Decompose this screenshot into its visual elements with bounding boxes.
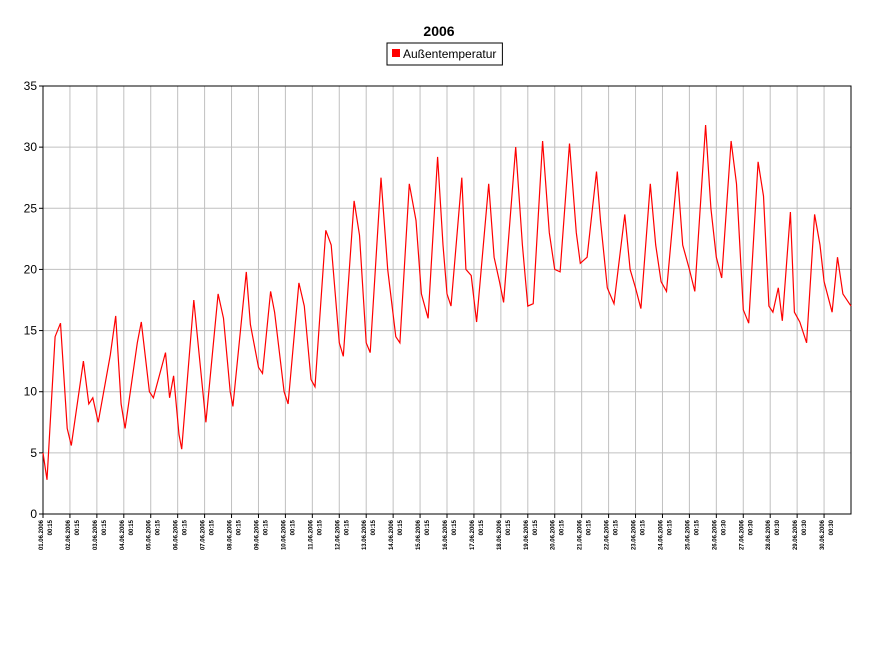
x-tick-label: 19.06.2006 00:15 xyxy=(524,519,539,550)
legend-box xyxy=(386,42,503,66)
x-tick-label: 02.06.2006 00:15 xyxy=(66,519,81,550)
chart-title: 2006 xyxy=(423,23,454,39)
series-line xyxy=(42,125,852,480)
x-tick-label: 08.06.2006 00:15 xyxy=(228,519,243,550)
x-tick-label: 17.06.2006 00:15 xyxy=(470,519,485,550)
x-tick-label: 16.06.2006 00:15 xyxy=(443,519,458,550)
x-tick-label: 29.06.2006 00:30 xyxy=(793,519,808,550)
x-tick-label: 26.06.2006 00:30 xyxy=(712,519,727,550)
x-tick-label: 04.06.2006 00:15 xyxy=(120,519,135,550)
x-tick-label: 20.06.2006 00:15 xyxy=(551,519,566,550)
x-tick-label: 10.06.2006 00:15 xyxy=(281,519,296,550)
y-tick-label: 15 xyxy=(24,324,38,338)
x-tick-label: 30.06.2006 00:30 xyxy=(820,519,835,550)
x-tick-label: 01.06.2006 00:15 xyxy=(39,519,54,550)
y-tick-label: 35 xyxy=(24,79,38,93)
x-tick-label: 14.06.2006 00:15 xyxy=(389,519,404,550)
y-tick-label: 20 xyxy=(24,262,38,276)
x-tick-label: 24.06.2006 00:15 xyxy=(658,519,673,550)
x-tick-label: 22.06.2006 00:15 xyxy=(605,519,620,550)
x-tick-label: 12.06.2006 00:15 xyxy=(335,519,350,550)
x-tick-label: 25.06.2006 00:15 xyxy=(685,519,700,550)
x-tick-label: 05.06.2006 00:15 xyxy=(147,519,162,550)
y-tick-label: 10 xyxy=(24,385,38,399)
x-tick-label: 15.06.2006 00:15 xyxy=(416,519,431,550)
x-tick-label: 06.06.2006 00:15 xyxy=(174,519,189,550)
legend-label: Außentemperatur xyxy=(403,47,496,61)
y-tick-label: 5 xyxy=(30,446,37,460)
x-tick-label: 13.06.2006 00:15 xyxy=(362,519,377,550)
plot-frame xyxy=(42,85,852,515)
legend: Außentemperatur xyxy=(386,42,503,66)
y-tick-label: 0 xyxy=(30,507,37,521)
x-tick-label: 23.06.2006 00:15 xyxy=(632,519,647,550)
x-tick-label: 21.06.2006 00:15 xyxy=(578,519,593,550)
x-tick-label: 07.06.2006 00:15 xyxy=(201,519,216,550)
legend-swatch xyxy=(392,49,400,57)
x-tick-label: 09.06.2006 00:15 xyxy=(254,519,269,550)
x-tick-label: 27.06.2006 00:30 xyxy=(739,519,754,550)
x-tick-label: 03.06.2006 00:15 xyxy=(93,519,108,550)
y-tick-label: 25 xyxy=(24,201,38,215)
x-tick-label: 11.06.2006 00:15 xyxy=(308,519,323,549)
x-tick-label: 28.06.2006 00:30 xyxy=(766,519,781,550)
x-tick-label: 18.06.2006 00:15 xyxy=(497,519,512,550)
y-tick-label: 30 xyxy=(24,140,38,154)
